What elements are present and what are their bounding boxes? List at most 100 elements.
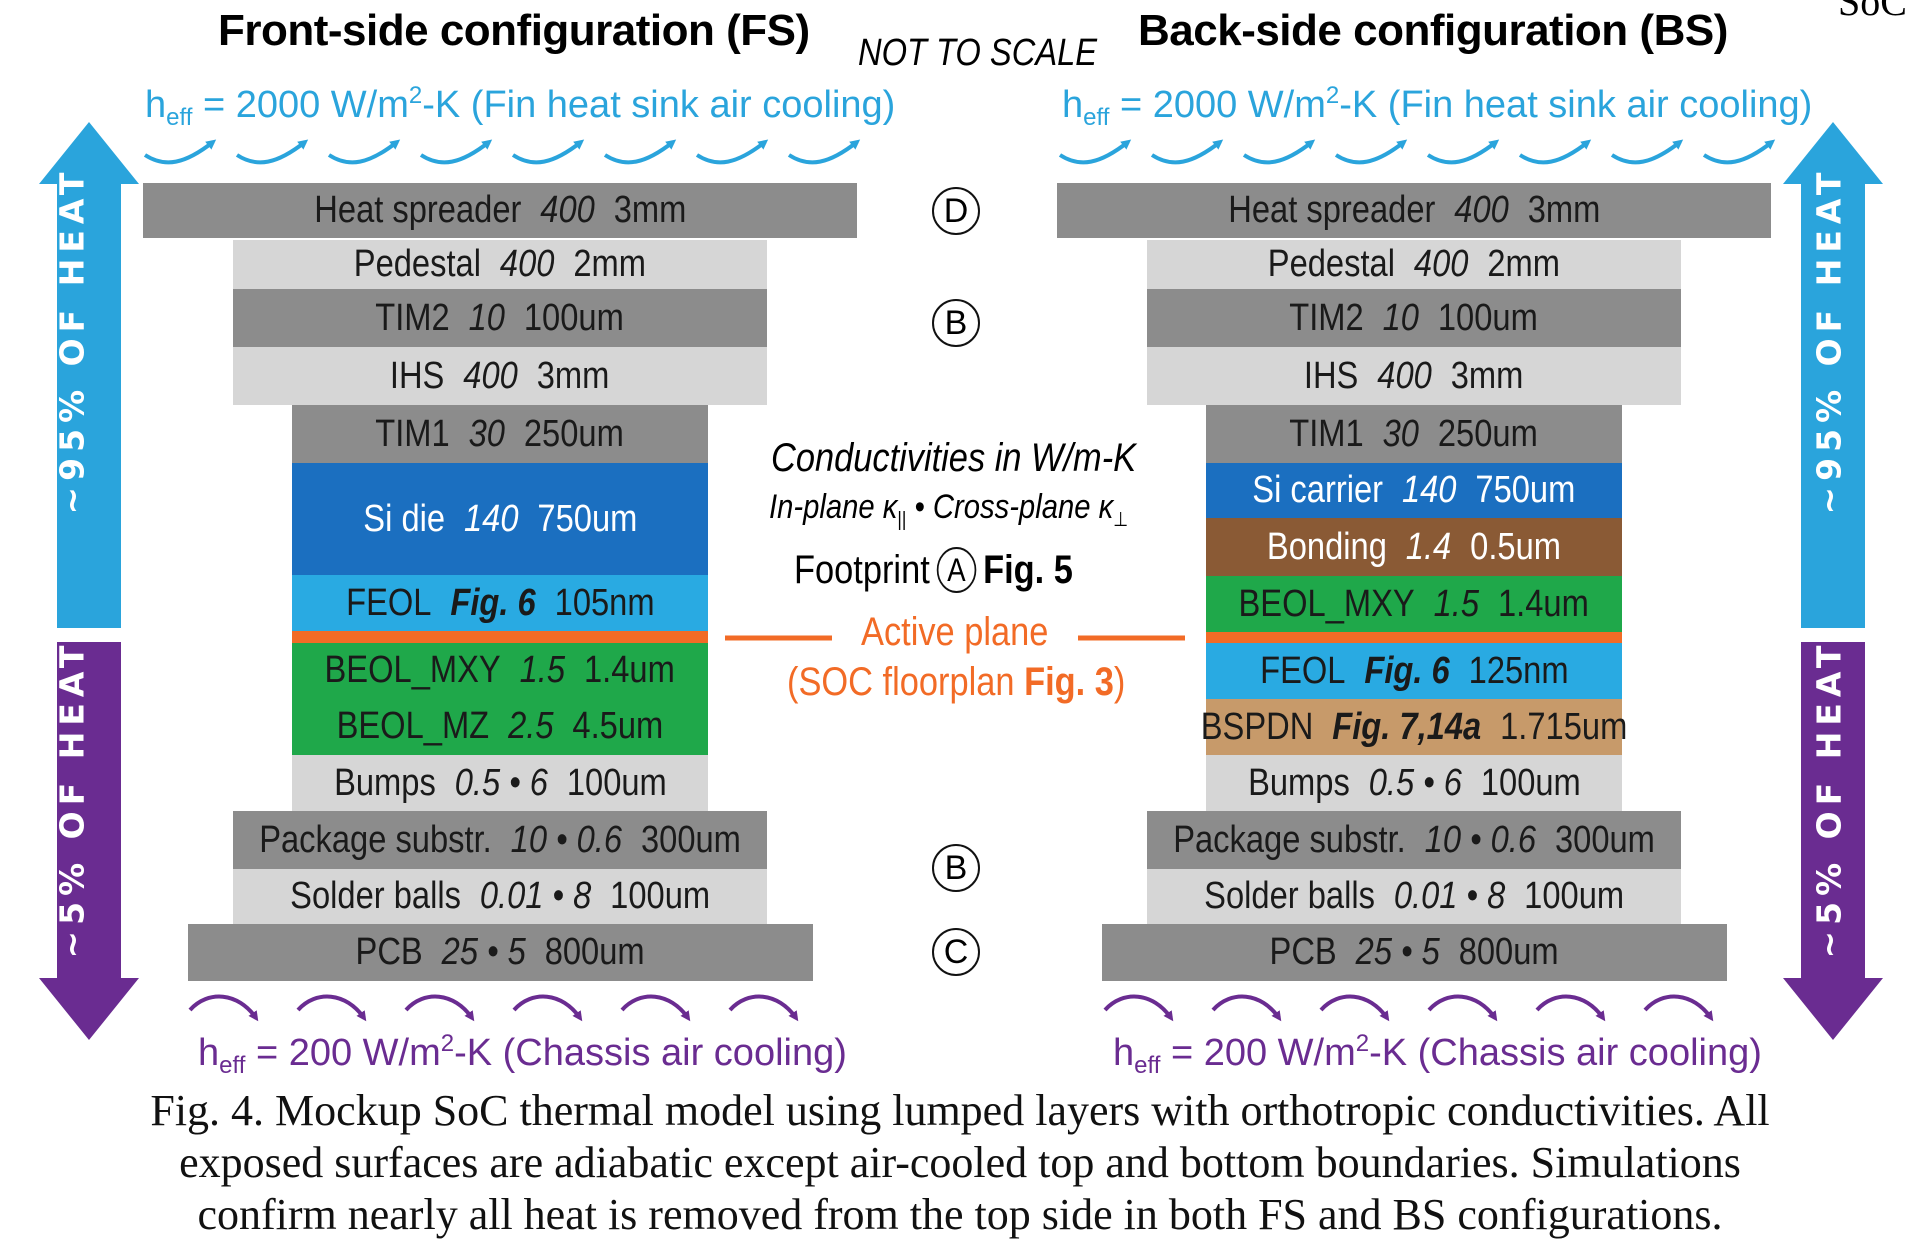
layer-conductivity: 400 [463, 354, 519, 397]
layer-name: Bumps [1247, 761, 1350, 804]
badge-c: C [932, 928, 980, 976]
fs-heat-down-label: ~5% OF HEAT [52, 639, 92, 959]
layer-conductivity: 400 [539, 189, 595, 231]
layer-conductivity: 10 [1383, 296, 1420, 339]
fs-layer-tim2: TIM2 10 100um [233, 289, 767, 347]
fs-layer-tim1: TIM1 30 250um [292, 405, 708, 463]
bs-top-cooling-arrow [1426, 139, 1500, 165]
badge-d: D [932, 187, 980, 235]
layer-thickness: 3mm [1451, 354, 1524, 397]
fs-bottom-cooling-arrow [296, 994, 367, 1022]
badge-b-bottom: B [932, 844, 980, 892]
layer-thickness: 800um [1459, 931, 1560, 973]
fs-layer-bumps: Bumps 0.5 • 6 100um [292, 755, 708, 811]
layer-thickness: 300um [640, 818, 741, 861]
layer-conductivity: 25 • 5 [1356, 931, 1441, 973]
fs-bottom-cooling-arrow [188, 994, 259, 1022]
fs-layer-beol-mz: BEOL_MZ 2.5 4.5um [292, 698, 708, 755]
layer-thickness: 1.4um [584, 649, 676, 691]
layer-conductivity: 1.5 [519, 649, 566, 691]
fs-title: Front-side configuration (FS) [218, 6, 810, 55]
footprint-line: Footprint A Fig. 5 [794, 547, 1073, 593]
layer-conductivity: 0.01 • 8 [1393, 875, 1506, 917]
layer-conductivity: 25 • 5 [442, 931, 527, 973]
bs-layer-feol: FEOL Fig. 6 125nm [1206, 643, 1622, 699]
fs-bottom-cooling-arrow [404, 994, 475, 1022]
layer-thickness: 100um [566, 761, 667, 804]
conductivities-title: Conductivities in W/m-K [771, 436, 1137, 480]
layer-thickness: 750um [537, 497, 638, 540]
bs-layer-pedestal: Pedestal 400 2mm [1147, 240, 1681, 289]
bs-bottom-cooling-arrow [1211, 994, 1282, 1022]
layer-conductivity: 400 [1414, 243, 1469, 285]
layer-name: Solder balls [290, 875, 461, 917]
bs-layer-pcb: PCB 25 • 5 800um [1102, 924, 1727, 981]
layer-thickness: 250um [1438, 412, 1539, 455]
caption-line-2: exposed surfaces are adiabatic except ai… [179, 1138, 1741, 1187]
bs-heat-down-label: ~5% OF HEAT [1809, 639, 1849, 959]
bs-top-cooling-arrow [1242, 139, 1316, 165]
layer-thickness: 2mm [1487, 243, 1561, 285]
fs-top-cooling-arrow [419, 139, 493, 165]
fs-top-cooling-arrow [235, 139, 309, 165]
bs-layer-bumps: Bumps 0.5 • 6 100um [1206, 755, 1622, 811]
layer-name: Package substr. [1173, 818, 1406, 861]
layer-conductivity: 1.4 [1405, 525, 1452, 568]
badge-b-top: B [932, 299, 980, 347]
bs-top-cooling-arrow [1058, 139, 1132, 165]
footprint-ref: Fig. 5 [983, 547, 1073, 592]
layer-name: Si carrier [1252, 469, 1384, 511]
layer-name: Bonding [1266, 525, 1387, 568]
layer-thickness: 4.5um [572, 705, 664, 747]
layer-conductivity: 10 • 0.6 [510, 818, 623, 861]
layer-name: FEOL [1259, 649, 1346, 692]
layer-thickness: 105nm [554, 581, 655, 624]
soc-floorplan-label: (SOC floorplan Fig. 3) [787, 660, 1126, 704]
bs-top-cooling-arrow [1702, 139, 1776, 165]
layer-thickness: 300um [1554, 818, 1655, 861]
bs-bottom-cooling-arrow [1643, 994, 1714, 1022]
bs-layer-package-substr: Package substr. 10 • 0.6 300um [1147, 811, 1681, 869]
layer-name: Si die [362, 497, 445, 540]
layer-name: Pedestal [1267, 243, 1396, 285]
layer-name: FEOL [345, 581, 432, 624]
bs-bottom-cooling-label: heff = 200 W/m2-K (Chassis air cooling) [1113, 1030, 1762, 1079]
caption-line-3: confirm nearly all heat is removed from … [197, 1190, 1723, 1239]
fs-top-cooling-arrow [143, 139, 217, 165]
fs-top-cooling-arrow [603, 139, 677, 165]
caption-line-1: Fig. 4. Mockup SoC thermal model using l… [150, 1086, 1770, 1135]
layer-conductivity: 30 [469, 412, 506, 455]
layer-name: IHS [1304, 354, 1359, 397]
fs-top-cooling-label: heff = 2000 W/m2-K (Fin heat sink air co… [145, 82, 896, 131]
figure-caption: Fig. 4. Mockup SoC thermal model using l… [0, 1085, 1920, 1241]
bs-top-cooling-arrow [1334, 139, 1408, 165]
layer-name: BEOL_MZ [336, 705, 490, 747]
bs-layer-heat-spreader: Heat spreader 400 3mm [1057, 183, 1771, 238]
fs-layer-package-substr: Package substr. 10 • 0.6 300um [233, 811, 767, 869]
fs-bottom-cooling-arrow [728, 994, 799, 1022]
bs-bottom-cooling-arrow [1319, 994, 1390, 1022]
bs-layer-bspdn: BSPDN Fig. 7,14a 1.715um [1201, 699, 1627, 755]
layer-thickness: 3mm [613, 189, 687, 231]
fs-top-cooling-arrow [695, 139, 769, 165]
layer-conductivity: 0.5 • 6 [1368, 761, 1462, 804]
layer-thickness: 800um [545, 931, 646, 973]
layer-thickness: 125nm [1468, 649, 1569, 692]
layer-thickness: 100um [1524, 875, 1624, 917]
bs-layer-ihs: IHS 400 3mm [1147, 347, 1681, 405]
fs-heat-down-arrow [39, 642, 139, 1040]
layer-thickness: 100um [610, 875, 710, 917]
layer-conductivity: 0.01 • 8 [479, 875, 592, 917]
layer-conductivity: 400 [500, 243, 555, 285]
fs-heat-up-label: ~95% OF HEAT [52, 166, 92, 515]
fs-top-cooling-arrow [787, 139, 861, 165]
fs-layer-solder-balls: Solder balls 0.01 • 8 100um [233, 869, 767, 924]
layer-figure-ref: Fig. 6 [1364, 649, 1450, 692]
layer-name: Package substr. [259, 818, 492, 861]
bs-bottom-cooling-arrow [1535, 994, 1606, 1022]
layer-thickness: 3mm [537, 354, 610, 397]
bs-bottom-cooling-arrow [1103, 994, 1174, 1022]
layer-name: TIM1 [375, 412, 451, 455]
